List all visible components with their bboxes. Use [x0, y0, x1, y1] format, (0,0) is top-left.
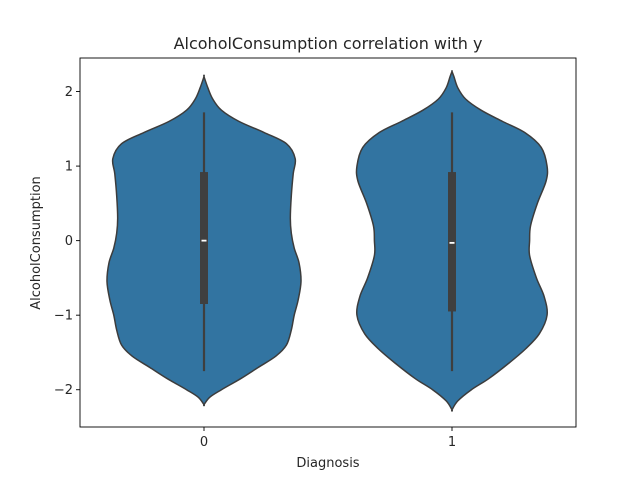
y-tick-label--1: −1 — [54, 309, 73, 324]
plot-area — [106, 70, 549, 412]
axes-frame — [79, 57, 577, 428]
violin-iqr-box-0 — [200, 172, 208, 304]
y-axis-label: AlcoholConsumption — [29, 176, 44, 310]
x-tick-label-1: 1 — [448, 435, 456, 450]
y-tick-label-2: 2 — [65, 85, 73, 100]
axes: −2 −1 0 1 2 0 1 — [54, 57, 577, 450]
chart-title: AlcoholConsumption correlation with y — [174, 34, 483, 53]
y-tick-label--2: −2 — [54, 383, 73, 398]
y-tick-label-0: 0 — [65, 234, 73, 249]
x-tick-label-0: 0 — [200, 435, 208, 450]
violin-iqr-box-1 — [448, 172, 456, 312]
y-tick-label-1: 1 — [65, 160, 73, 175]
x-axis-label: Diagnosis — [296, 456, 359, 471]
